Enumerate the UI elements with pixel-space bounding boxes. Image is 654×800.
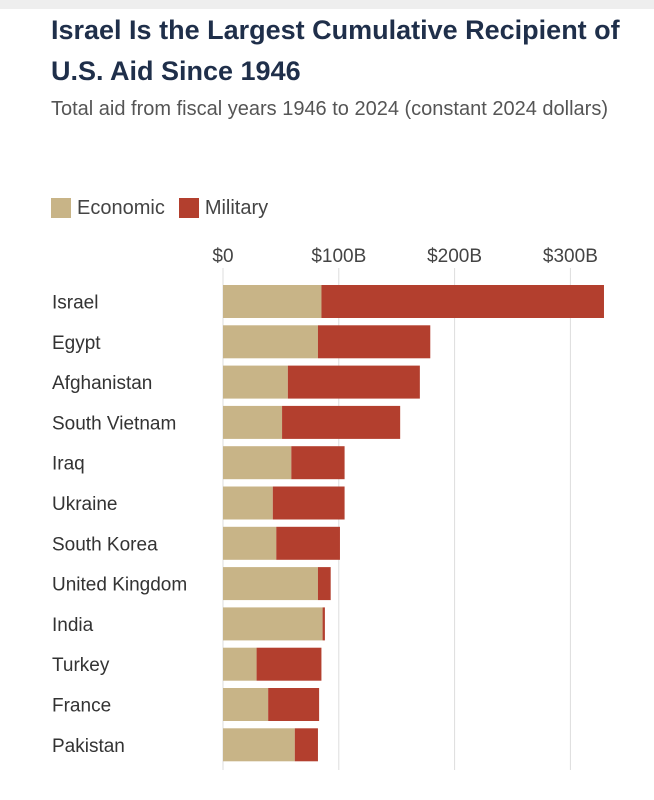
- category-label-pakistan: Pakistan: [52, 736, 125, 757]
- legend-swatch-economic: [51, 198, 71, 218]
- bar-ukraine-military: [272, 486, 345, 520]
- legend-item-economic: Economic: [51, 197, 165, 220]
- category-label-south-korea: South Korea: [52, 534, 158, 555]
- legend-label-economic: Economic: [77, 196, 165, 219]
- legend-item-military: Military: [178, 196, 269, 220]
- category-label-south-vietnam: South Vietnam: [52, 413, 176, 434]
- chart-subtitle: Total aid from fiscal years 1946 to 2024…: [51, 98, 608, 120]
- bar-south-vietnam-military: [282, 405, 401, 439]
- category-label-india: India: [52, 615, 94, 636]
- legend-label-military: Military: [204, 196, 269, 219]
- top-bar: [0, 0, 654, 9]
- bar-egypt-military: [317, 325, 431, 359]
- bar-turkey-military: [256, 647, 322, 681]
- bar-south-korea-economic: [223, 526, 277, 560]
- bar-egypt-economic: [223, 325, 318, 359]
- bar-iraq-economic: [223, 446, 292, 480]
- category-label-france: France: [52, 696, 111, 717]
- bar-france-military: [268, 688, 320, 721]
- bar-iraq-military: [291, 446, 345, 480]
- x-tick-label-3: $300B: [543, 246, 598, 267]
- bar-united-kingdom-military: [317, 567, 331, 601]
- bar-israel-military: [321, 285, 604, 318]
- legend-swatch-military: [178, 198, 199, 218]
- chart-title: Israel Is the Largest Cumulative Recipie…: [51, 15, 620, 86]
- x-tick-label-0: $0: [212, 246, 233, 267]
- x-tick-label-1: $100B: [311, 246, 366, 267]
- bar-france-economic: [223, 688, 269, 721]
- bar-turkey-economic: [223, 647, 257, 681]
- category-label-egypt: Egypt: [52, 333, 101, 354]
- bar-united-kingdom-economic: [223, 567, 318, 601]
- category-label-iraq: Iraq: [52, 454, 85, 475]
- category-label-afghanistan: Afghanistan: [52, 373, 152, 394]
- category-label-israel: Israel: [52, 293, 98, 314]
- bar-south-vietnam-economic: [223, 405, 283, 439]
- bar-israel-economic: [223, 285, 322, 318]
- bar-ukraine-economic: [223, 486, 273, 520]
- bar-afghanistan-economic: [223, 365, 288, 399]
- category-label-united-kingdom: United Kingdom: [52, 575, 187, 596]
- category-label-ukraine: Ukraine: [52, 494, 117, 515]
- bar-pakistan-military: [294, 728, 318, 762]
- bar-afghanistan-military: [287, 365, 420, 399]
- bar-india-military: [322, 607, 325, 641]
- bar-india-economic: [223, 607, 323, 641]
- bar-pakistan-economic: [223, 728, 295, 762]
- chart-legend: Economic Military: [51, 196, 282, 220]
- bar-south-korea-military: [276, 526, 340, 560]
- x-tick-label-2: $200B: [427, 246, 482, 267]
- category-label-turkey: Turkey: [52, 655, 110, 676]
